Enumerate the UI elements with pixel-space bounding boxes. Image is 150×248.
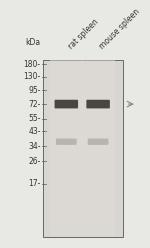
Text: 72-: 72- <box>28 100 41 109</box>
Bar <box>50 60 83 238</box>
Bar <box>43 60 123 238</box>
FancyBboxPatch shape <box>86 100 110 108</box>
FancyBboxPatch shape <box>56 139 77 145</box>
Text: 26-: 26- <box>28 156 41 166</box>
Text: 55-: 55- <box>28 114 41 124</box>
Text: rat spleen: rat spleen <box>66 17 100 51</box>
Text: 130-: 130- <box>24 72 41 81</box>
Text: 17-: 17- <box>28 179 41 188</box>
Text: 180-: 180- <box>24 60 41 69</box>
Bar <box>82 60 115 238</box>
Text: 95-: 95- <box>28 86 41 95</box>
FancyBboxPatch shape <box>88 139 108 145</box>
FancyBboxPatch shape <box>55 100 78 108</box>
Text: mouse spleen: mouse spleen <box>98 7 142 51</box>
Text: 34-: 34- <box>28 142 41 151</box>
Text: 43-: 43- <box>28 127 41 136</box>
Text: kDa: kDa <box>26 38 41 47</box>
